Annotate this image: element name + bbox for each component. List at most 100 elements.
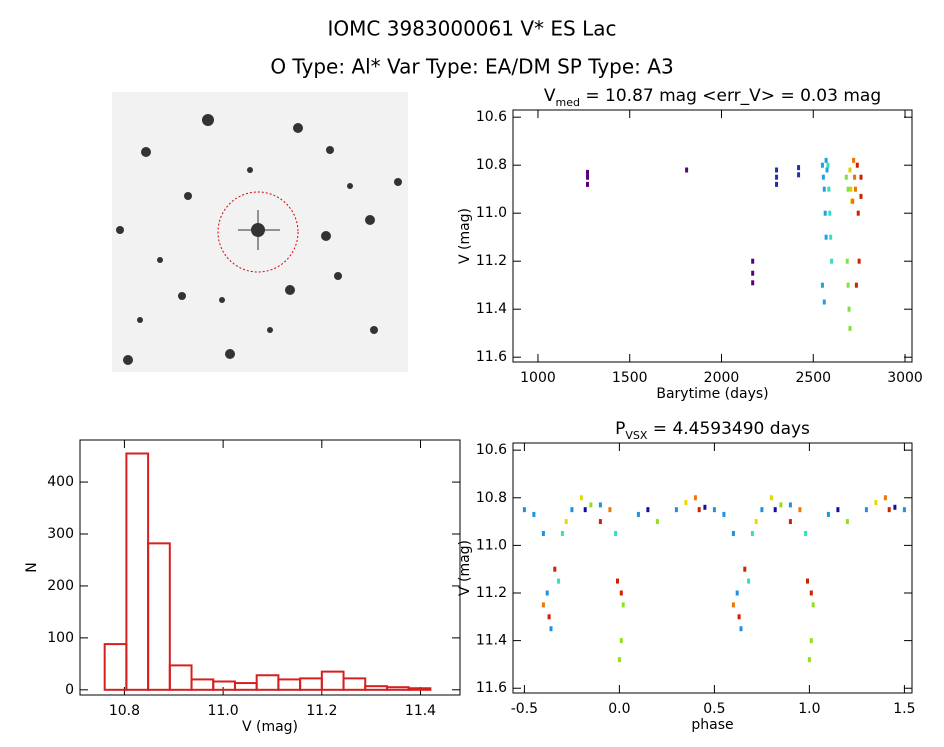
- data-point: [598, 502, 602, 508]
- data-point: [532, 511, 536, 517]
- data-point: [747, 578, 751, 584]
- histogram-bar: [168, 664, 193, 691]
- data-point: [893, 504, 897, 510]
- data-point: [809, 638, 813, 644]
- data-point: [614, 530, 618, 536]
- y-axis-label: V (mag): [457, 208, 473, 264]
- data-point: [857, 258, 861, 264]
- data-point: [636, 511, 640, 517]
- title-subscript: VSX: [625, 429, 648, 442]
- x-tick-label: 1000: [520, 370, 556, 386]
- data-point: [760, 507, 764, 513]
- x-tick-label: 1.0: [798, 701, 820, 717]
- data-point: [541, 602, 545, 608]
- data-point: [619, 590, 623, 596]
- data-point: [864, 507, 868, 513]
- data-point: [586, 181, 590, 187]
- data-point: [621, 602, 625, 608]
- data-point: [826, 162, 830, 168]
- y-tick-label: 300: [47, 526, 74, 542]
- y-tick-label: 11.2: [476, 585, 507, 601]
- data-point: [619, 638, 623, 644]
- data-point: [685, 167, 689, 173]
- data-point: [806, 578, 809, 584]
- plot-frame: [512, 109, 913, 363]
- data-point: [779, 502, 783, 508]
- y-tick-label: 10.8: [476, 157, 507, 173]
- y-axis-label: N: [24, 562, 40, 572]
- plot-title: PVSX = 4.4593490 days: [615, 419, 810, 442]
- y-tick-label: 11.6: [476, 680, 507, 696]
- data-point: [852, 157, 856, 163]
- data-point: [674, 507, 678, 513]
- data-point: [586, 174, 590, 180]
- y-tick-label: 100: [47, 630, 74, 646]
- data-point: [589, 502, 593, 508]
- x-tick-label: 2500: [795, 370, 831, 386]
- data-point: [829, 234, 833, 240]
- x-tick-label: 10.8: [109, 703, 140, 719]
- data-point: [830, 258, 834, 264]
- data-point: [731, 602, 735, 608]
- data-point: [549, 626, 553, 632]
- x-axis-label: Barytime (days): [656, 386, 768, 402]
- data-point: [849, 186, 853, 192]
- data-point: [553, 566, 557, 572]
- data-point: [547, 614, 551, 620]
- histogram-bar: [190, 678, 215, 691]
- title-main: P: [615, 419, 625, 439]
- title-rest: = 10.87 mag <err_V> = 0.03 mag: [580, 86, 881, 106]
- data-point: [853, 186, 857, 192]
- title-main: V: [544, 86, 556, 106]
- data-point: [564, 519, 568, 525]
- data-point: [775, 181, 779, 187]
- x-tick-label: 11.2: [306, 703, 337, 719]
- y-tick-label: 11.2: [476, 253, 507, 269]
- histogram-bar: [299, 677, 323, 691]
- x-tick-label: 1500: [612, 370, 648, 386]
- data-point: [703, 504, 707, 510]
- data-point: [557, 578, 561, 584]
- data-point: [586, 169, 590, 175]
- data-point: [751, 270, 755, 276]
- title-rest: = 4.4593490 days: [647, 419, 810, 439]
- data-point: [809, 590, 813, 596]
- data-point: [851, 198, 855, 204]
- histogram-bar: [255, 674, 280, 691]
- y-tick-label: 10.6: [476, 109, 507, 125]
- x-axis-label: phase: [691, 717, 733, 733]
- data-point: [788, 519, 792, 525]
- x-tick-label: 3000: [887, 370, 923, 386]
- data-point: [848, 325, 852, 331]
- plot-title: Vmed = 10.87 mag <err_V> = 0.03 mag: [544, 86, 881, 109]
- data-point: [684, 500, 688, 506]
- data-point: [743, 566, 747, 572]
- y-tick-label: 11.0: [476, 537, 507, 553]
- data-point: [739, 626, 743, 632]
- x-tick-label: 0.0: [608, 701, 630, 717]
- histogram-bar: [320, 670, 345, 691]
- data-point: [846, 186, 850, 192]
- data-point: [769, 495, 773, 501]
- data-point: [846, 282, 850, 288]
- data-point: [902, 507, 906, 513]
- data-point: [693, 495, 697, 501]
- data-point: [608, 507, 612, 513]
- data-point: [804, 530, 808, 536]
- plot-frame: [512, 442, 913, 694]
- data-point: [836, 507, 840, 513]
- x-tick-label: 1.5: [893, 701, 915, 717]
- data-point: [541, 530, 545, 536]
- data-point: [522, 507, 526, 513]
- data-point: [887, 507, 891, 513]
- data-point: [854, 282, 858, 288]
- data-point: [655, 519, 659, 525]
- y-tick-label: 400: [47, 474, 74, 490]
- data-point: [616, 578, 619, 584]
- y-axis-label: V (mag): [457, 540, 473, 596]
- y-tick-label: 0: [65, 682, 74, 698]
- data-point: [798, 507, 802, 513]
- histogram-bar: [212, 680, 236, 691]
- data-point: [797, 165, 801, 171]
